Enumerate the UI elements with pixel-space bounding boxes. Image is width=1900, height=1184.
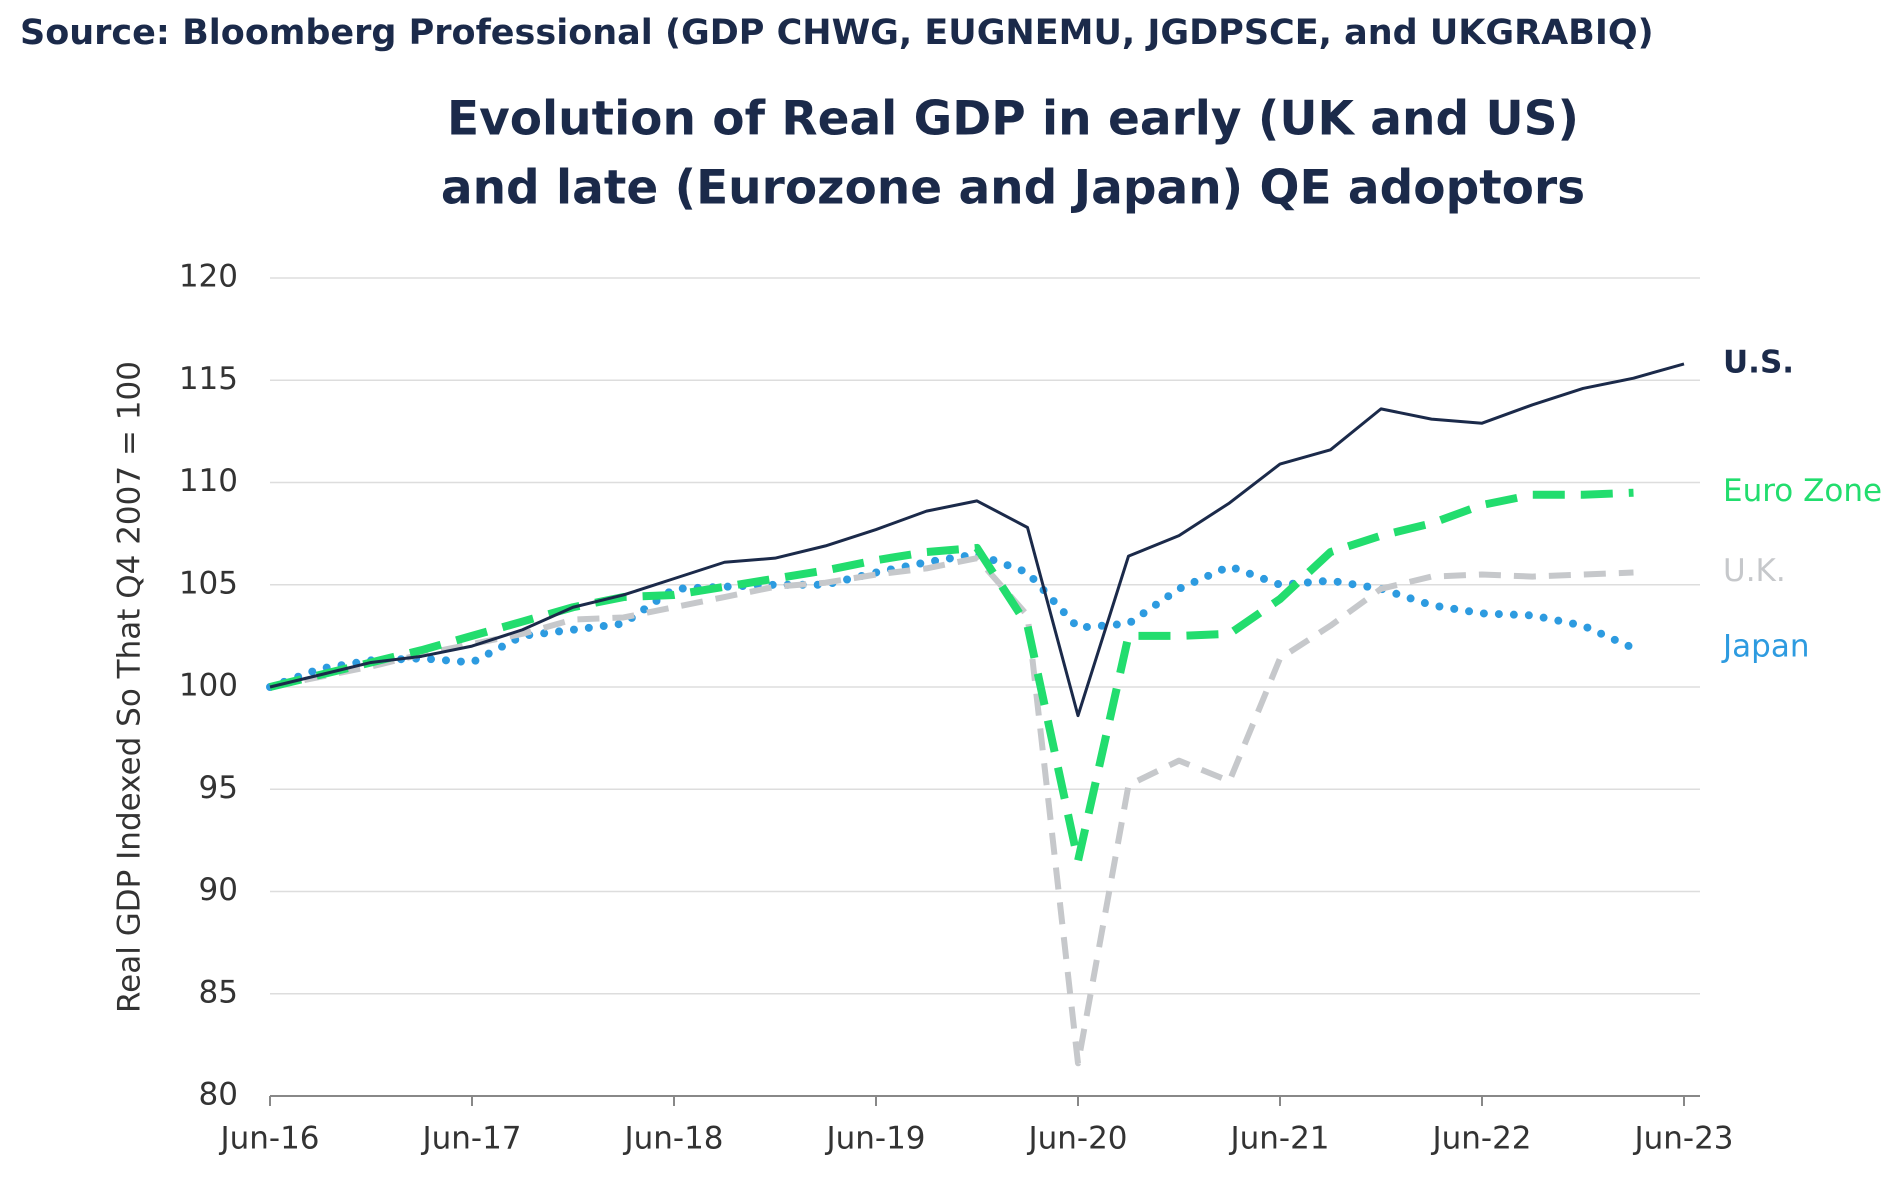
y-tick-label: 80 xyxy=(199,1077,238,1113)
y-tick-label: 100 xyxy=(179,668,238,704)
chart-title: and late (Eurozone and Japan) QE adoptor… xyxy=(441,161,1585,216)
series-label: Euro Zone xyxy=(1723,473,1882,509)
y-tick-label: 90 xyxy=(199,872,238,908)
series-line xyxy=(269,488,1634,865)
series-label: U.K. xyxy=(1723,553,1786,589)
y-tick-label: 85 xyxy=(199,974,238,1010)
chart-title: Evolution of Real GDP in early (UK and U… xyxy=(447,92,1579,147)
x-tick-label: Jun-19 xyxy=(824,1121,925,1157)
series-line xyxy=(269,362,1685,718)
y-tick-label: 105 xyxy=(179,565,238,601)
x-tick-label: Jun-21 xyxy=(1228,1121,1329,1157)
series-label: U.S. xyxy=(1723,344,1794,380)
y-tick-label: 115 xyxy=(179,361,238,397)
source: Source: Bloomberg Professional (GDP CHWG… xyxy=(20,13,1654,53)
x-tick-label: Jun-16 xyxy=(218,1121,319,1157)
x-tick-label: Jun-23 xyxy=(1632,1121,1733,1157)
y-tick-label: 120 xyxy=(179,259,238,295)
y-tick-label: 110 xyxy=(179,463,238,499)
x-tick-label: Jun-17 xyxy=(420,1121,521,1157)
series-line xyxy=(266,550,1638,691)
x-tick-label: Jun-22 xyxy=(1430,1121,1531,1157)
x-tick-label: Jun-20 xyxy=(1026,1121,1127,1157)
y-tick-label: 95 xyxy=(199,770,238,806)
x-tick-label: Jun-18 xyxy=(622,1121,723,1157)
y-axis-label: Real GDP Indexed So That Q4 2007 = 100 xyxy=(112,361,148,1013)
series-label: Japan xyxy=(1721,629,1809,665)
